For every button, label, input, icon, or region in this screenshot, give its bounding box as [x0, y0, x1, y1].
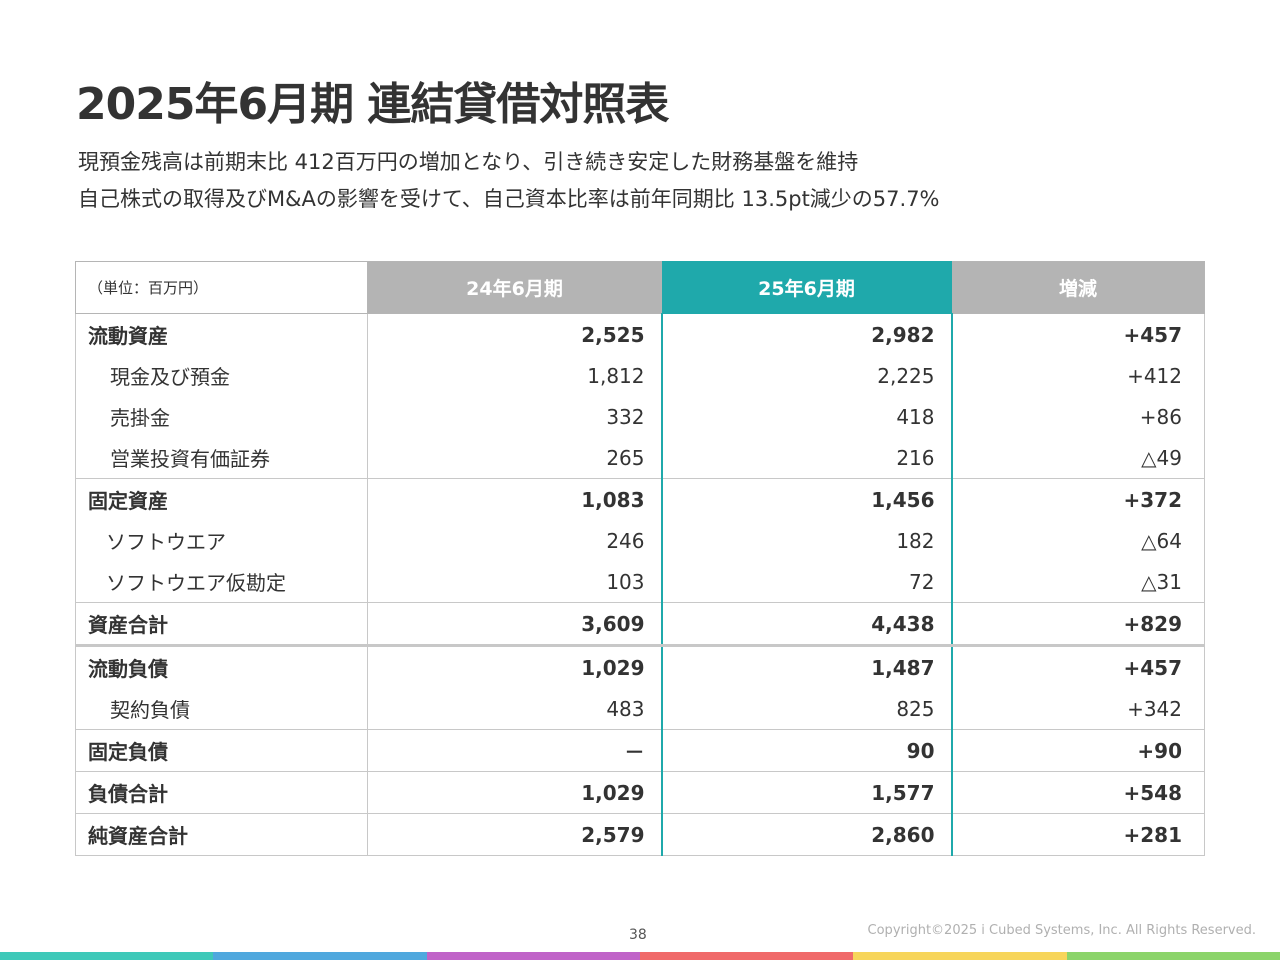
curr-value: 418 — [660, 396, 953, 437]
color-bar-segment — [213, 952, 427, 960]
curr-value: 216 — [660, 437, 953, 479]
prev-value: 3,609 — [367, 602, 662, 646]
diff-value: +412 — [951, 355, 1205, 396]
diff-value: +372 — [951, 478, 1205, 520]
diff-value: △49 — [951, 437, 1205, 479]
table-row: 資産合計 3,609 4,438 +829 — [75, 602, 1205, 646]
row-label: 固定負債 — [75, 729, 368, 772]
row-label: 資産合計 — [75, 602, 368, 646]
row-label: ソフトウエア — [75, 520, 368, 561]
table-row: 売掛金 332 418 +86 — [75, 396, 1205, 437]
footer-color-bar — [0, 952, 1280, 960]
curr-value: 72 — [660, 561, 953, 603]
curr-value: 4,438 — [660, 602, 953, 646]
prev-value: 103 — [367, 561, 662, 603]
header-change: 増減 — [951, 261, 1205, 314]
diff-value: +281 — [951, 813, 1205, 856]
table-header-row: （単位：百万円） 24年6月期 25年6月期 増減 — [75, 261, 1205, 314]
curr-value: 2,225 — [660, 355, 953, 396]
table-row: 契約負債 483 825 +342 — [75, 688, 1205, 730]
summary-text: 現預金残高は前期末比 412百万円の増加となり、引き続き安定した財務基盤を維持 … — [78, 144, 940, 218]
prev-value: 265 — [367, 437, 662, 479]
table-row: 営業投資有価証券 265 216 △49 — [75, 437, 1205, 479]
curr-value: 2,982 — [660, 313, 953, 355]
row-label: 固定資産 — [75, 478, 368, 520]
row-label: ソフトウエア仮勘定 — [75, 561, 368, 603]
prev-value: 483 — [367, 688, 662, 730]
row-label: 純資産合計 — [75, 813, 368, 856]
page-title: 2025年6月期 連結貸借対照表 — [76, 79, 669, 130]
diff-value: +829 — [951, 602, 1205, 646]
color-bar-segment — [639, 952, 854, 960]
color-bar-segment — [426, 952, 640, 960]
prev-value: 1,029 — [367, 771, 662, 814]
row-label: 流動資産 — [75, 313, 368, 355]
color-bar-segment — [0, 952, 214, 960]
curr-value: 2,860 — [660, 813, 953, 856]
diff-value: +548 — [951, 771, 1205, 814]
table-row: 現金及び預金 1,812 2,225 +412 — [75, 355, 1205, 396]
diff-value: +457 — [951, 313, 1205, 355]
table-row: 負債合計 1,029 1,577 +548 — [75, 771, 1205, 814]
color-bar-segment — [1066, 952, 1280, 960]
color-bar-segment — [853, 952, 1067, 960]
summary-line-2: 自己株式の取得及びM&Aの影響を受けて、自己資本比率は前年同期比 13.5pt減… — [78, 187, 940, 211]
table-row: ソフトウエア仮勘定 103 72 △31 — [75, 561, 1205, 603]
diff-value: △64 — [951, 520, 1205, 561]
row-label: 現金及び預金 — [75, 355, 368, 396]
curr-value: 1,456 — [660, 478, 953, 520]
table-row: 流動資産 2,525 2,982 +457 — [75, 313, 1205, 355]
diff-value: △31 — [951, 561, 1205, 603]
row-label: 流動負債 — [75, 644, 368, 688]
row-label: 売掛金 — [75, 396, 368, 437]
curr-value: 825 — [660, 688, 953, 730]
header-prev-period: 24年6月期 — [367, 261, 662, 314]
curr-value: 1,487 — [660, 644, 953, 688]
diff-value: +86 — [951, 396, 1205, 437]
row-label: 営業投資有価証券 — [75, 437, 368, 479]
copyright-notice: Copyright©2025 i Cubed Systems, Inc. All… — [867, 923, 1256, 938]
page-number: 38 — [629, 927, 647, 943]
prev-value: 1,083 — [367, 478, 662, 520]
table-row: 流動負債 1,029 1,487 +457 — [75, 644, 1205, 688]
diff-value: +342 — [951, 688, 1205, 730]
table-row: ソフトウエア 246 182 △64 — [75, 520, 1205, 561]
curr-value: 182 — [660, 520, 953, 561]
prev-value: 332 — [367, 396, 662, 437]
diff-value: +457 — [951, 644, 1205, 688]
summary-line-1: 現預金残高は前期末比 412百万円の増加となり、引き続き安定した財務基盤を維持 — [78, 150, 859, 174]
unit-label: （単位：百万円） — [75, 261, 368, 314]
prev-value: 2,525 — [367, 313, 662, 355]
header-current-period: 25年6月期 — [661, 261, 952, 314]
row-label: 負債合計 — [75, 771, 368, 814]
diff-value: +90 — [951, 729, 1205, 772]
table-row: 固定資産 1,083 1,456 +372 — [75, 478, 1205, 520]
prev-value: 1,812 — [367, 355, 662, 396]
prev-value: 246 — [367, 520, 662, 561]
row-label: 契約負債 — [75, 688, 368, 730]
prev-value: － — [367, 729, 662, 772]
table-row: 固定負債 － 90 +90 — [75, 729, 1205, 772]
balance-sheet-table: （単位：百万円） 24年6月期 25年6月期 増減 流動資産 2,525 2,9… — [75, 261, 1205, 856]
table-row: 純資産合計 2,579 2,860 +281 — [75, 813, 1205, 856]
prev-value: 1,029 — [367, 644, 662, 688]
curr-value: 90 — [660, 729, 953, 772]
prev-value: 2,579 — [367, 813, 662, 856]
curr-value: 1,577 — [660, 771, 953, 814]
